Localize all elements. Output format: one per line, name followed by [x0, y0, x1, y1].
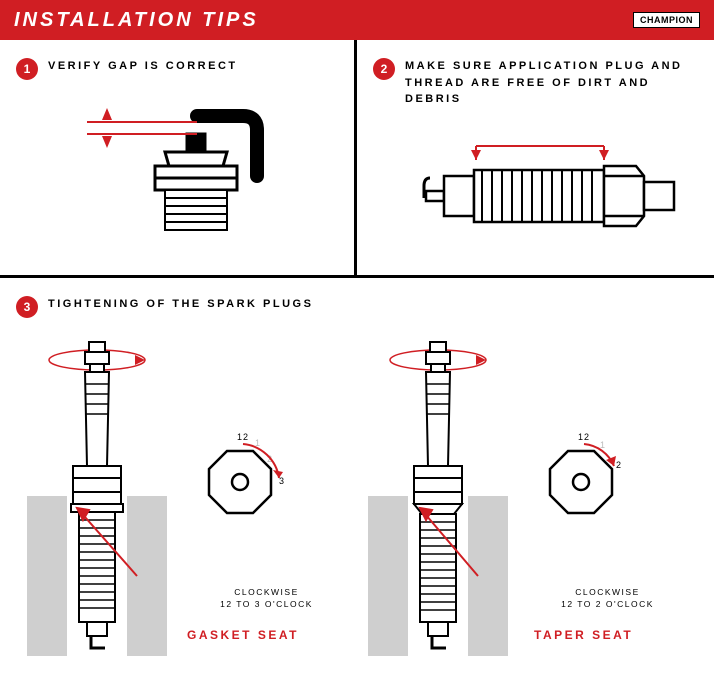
step-number-1: 1 — [16, 58, 38, 80]
taper-seat-group: 12 1 2 CLOCKWISE 12 TO 2 O'CLOCK TAPER S… — [368, 336, 688, 656]
gasket-label-svg: GASKET SEAT — [187, 611, 347, 651]
gasket-seat-group: 12 1 2 3 CLOCKWISE 12 TO 3 O'CLOCK GAS — [27, 336, 347, 656]
taper-seat-label: TAPER SEAT — [534, 628, 633, 642]
taper-dial-column: 12 1 2 CLOCKWISE 12 TO 2 O'CLOCK TAPER S… — [528, 426, 688, 656]
dial2-12: 12 — [578, 432, 590, 442]
step-head-1: 1 VERIFY GAP IS CORRECT — [16, 58, 338, 80]
spark-plug-taper-icon — [368, 336, 518, 656]
illustration-thread — [373, 126, 698, 266]
header-bar: INSTALLATION TIPS CHAMPION — [0, 0, 714, 40]
step-head-2: 2 MAKE SURE APPLICATION PLUG AND THREAD … — [373, 58, 698, 108]
brand-badge: CHAMPION — [633, 12, 700, 28]
step-text-3: TIGHTENING OF THE SPARK PLUGS — [48, 296, 313, 313]
illustration-gap — [16, 98, 338, 248]
dial1-12: 12 — [237, 432, 249, 442]
dial1-note-l1: CLOCKWISE — [234, 587, 299, 597]
header-title: INSTALLATION TIPS — [14, 9, 259, 32]
panel-step-2: 2 MAKE SURE APPLICATION PLUG AND THREAD … — [357, 40, 714, 275]
step-text-1: VERIFY GAP IS CORRECT — [48, 58, 238, 75]
dial1-note-l2: 12 TO 3 O'CLOCK — [220, 599, 313, 609]
dial2-note: CLOCKWISE 12 TO 2 O'CLOCK — [528, 587, 688, 611]
dial1-note: CLOCKWISE 12 TO 3 O'CLOCK — [187, 587, 347, 611]
step-number-3: 3 — [16, 296, 38, 318]
dial-gasket-icon: 12 1 2 3 — [187, 426, 307, 576]
dial2-1g: 1 — [600, 440, 605, 450]
spark-plug-gasket-icon — [27, 336, 177, 656]
dial2-note-l2: 12 TO 2 O'CLOCK — [561, 599, 654, 609]
gasket-dial-column: 12 1 2 3 CLOCKWISE 12 TO 3 O'CLOCK GAS — [187, 426, 347, 656]
dial2-note-l1: CLOCKWISE — [575, 587, 640, 597]
step-number-2: 2 — [373, 58, 395, 80]
panel-step-3: 3 TIGHTENING OF THE SPARK PLUGS — [0, 278, 714, 666]
step-head-3: 3 TIGHTENING OF THE SPARK PLUGS — [16, 296, 698, 318]
panel-step-1: 1 VERIFY GAP IS CORRECT — [0, 40, 357, 275]
gasket-seat-label: GASKET SEAT — [187, 628, 299, 642]
taper-label-svg: TAPER SEAT — [528, 611, 688, 651]
top-row: 1 VERIFY GAP IS CORRECT — [0, 40, 714, 278]
bottom-row: 12 1 2 3 CLOCKWISE 12 TO 3 O'CLOCK GAS — [16, 336, 698, 656]
dial-taper-icon: 12 1 2 — [528, 426, 648, 576]
step-text-2: MAKE SURE APPLICATION PLUG AND THREAD AR… — [405, 58, 698, 108]
dial2-2: 2 — [616, 460, 622, 470]
